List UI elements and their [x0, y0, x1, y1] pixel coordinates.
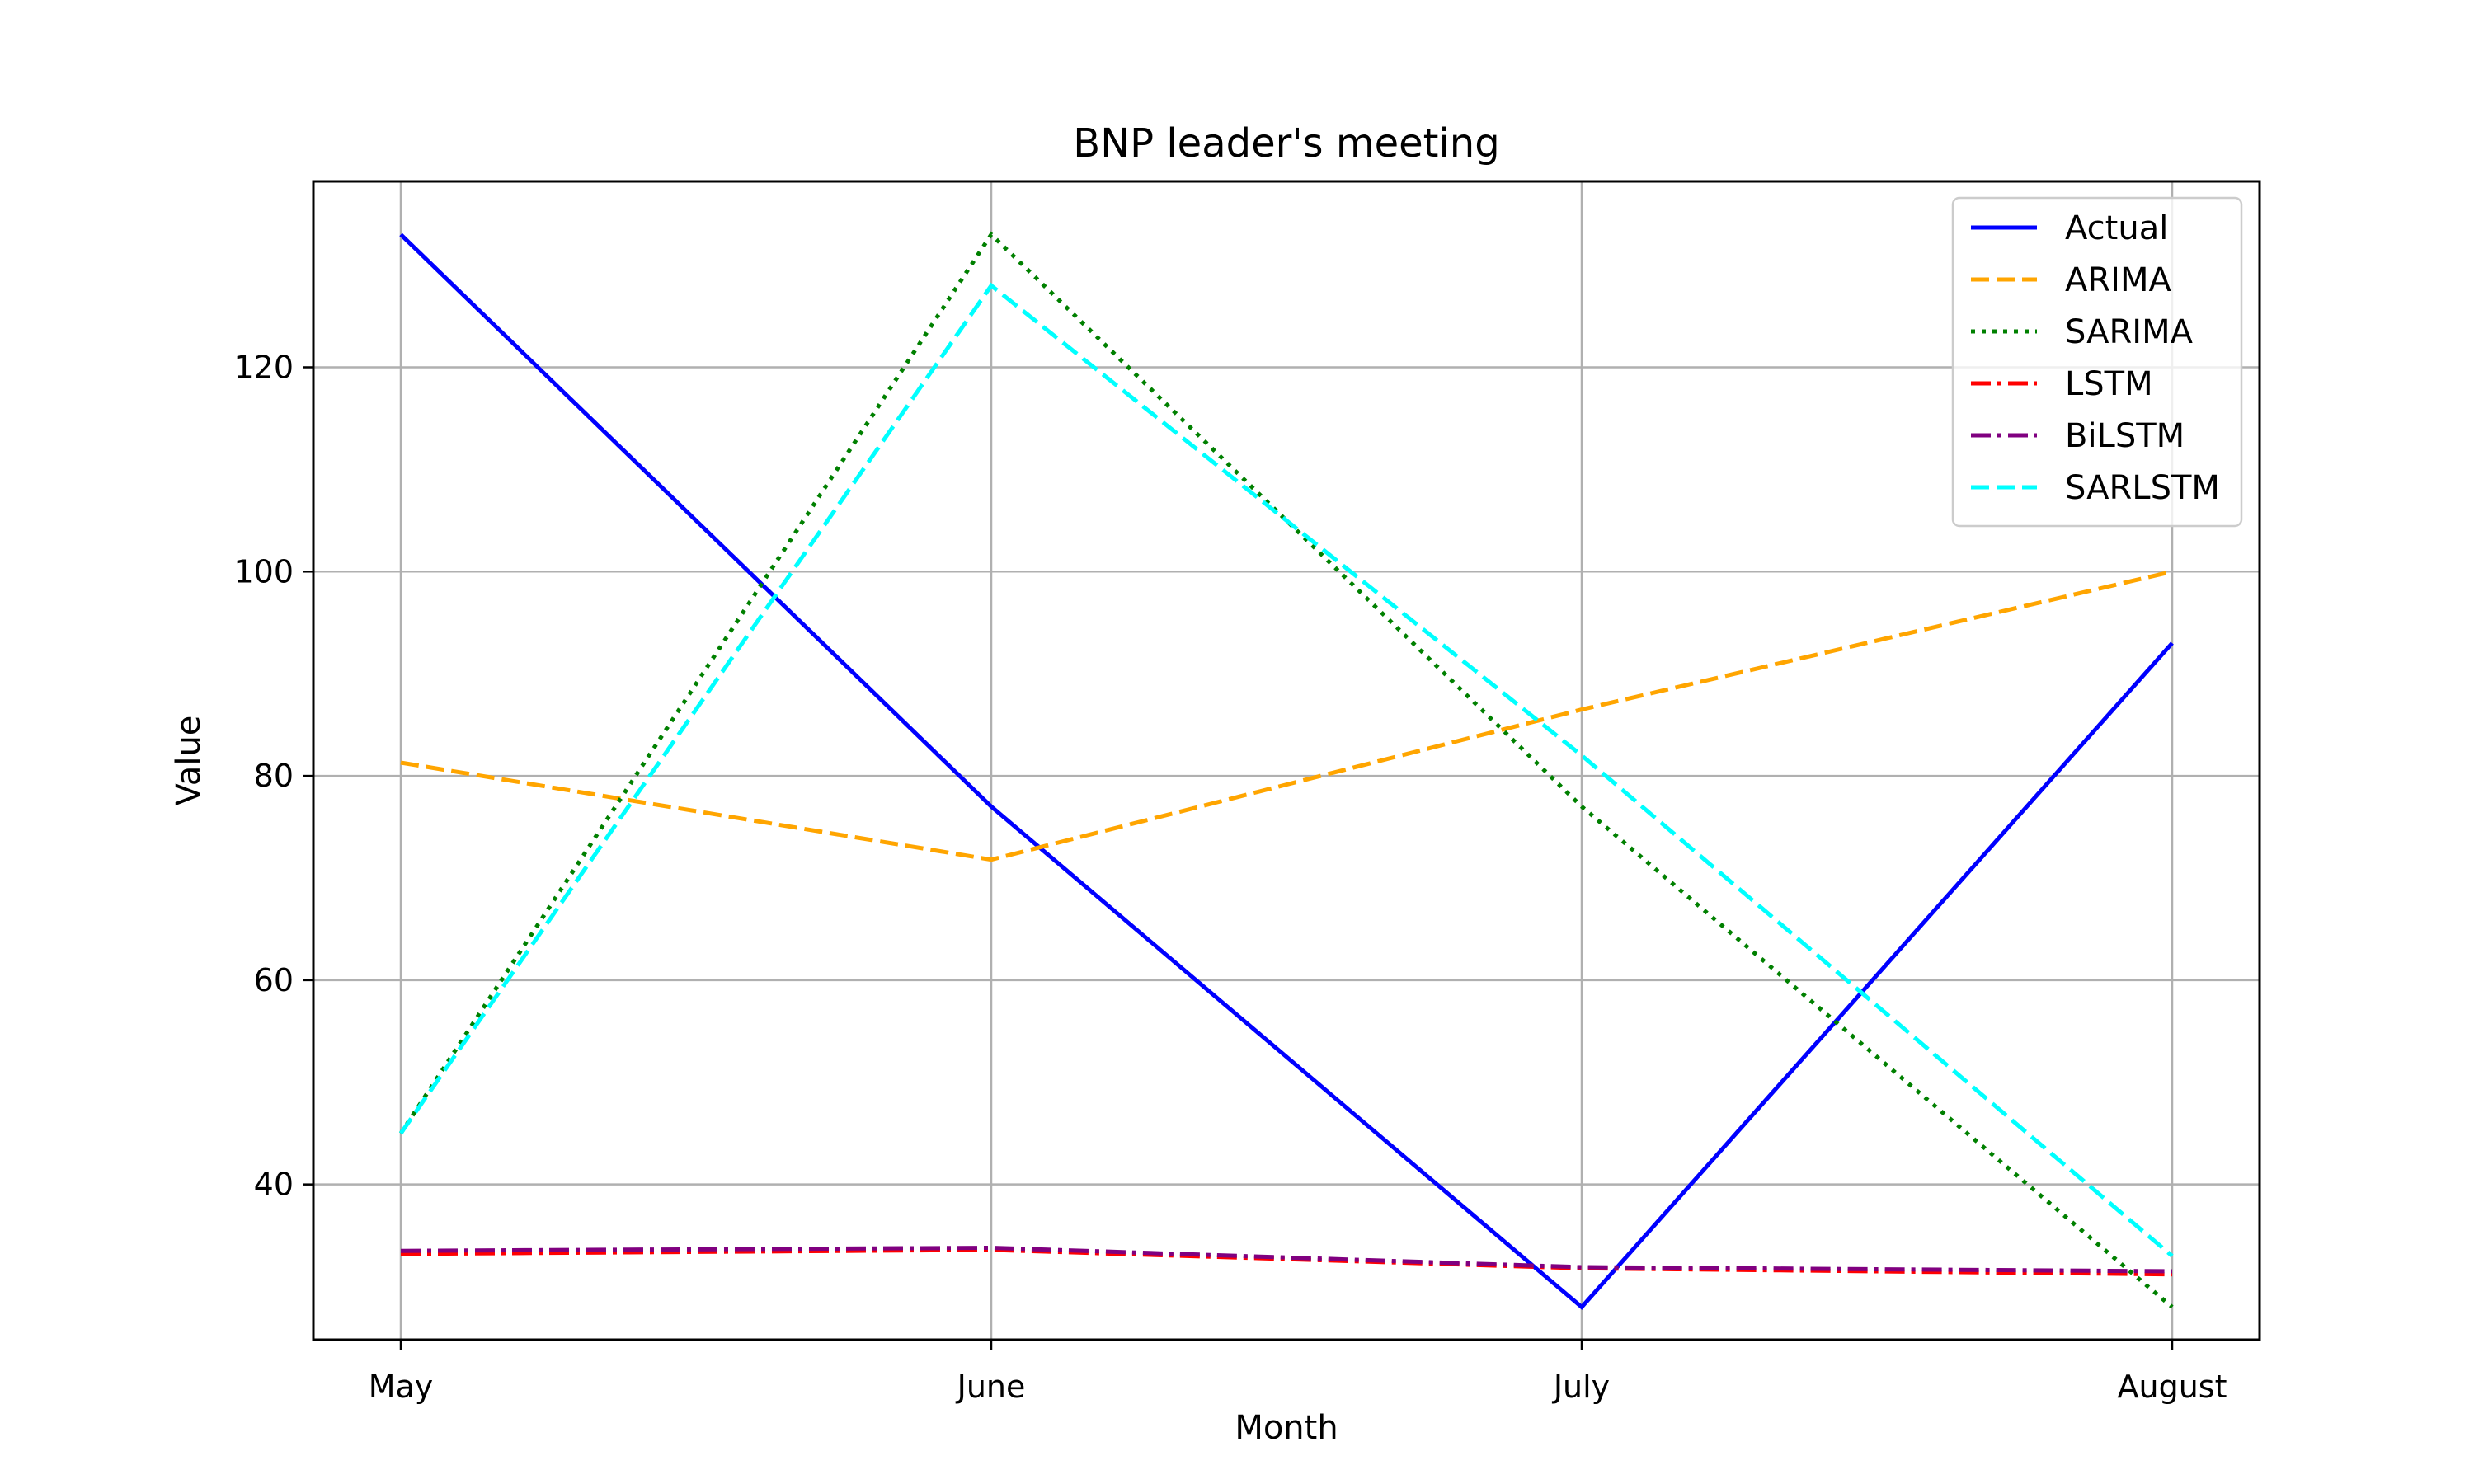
y-tick-label: 40 [254, 1167, 294, 1203]
series-line-sarima [398, 231, 2174, 1309]
y-tick-label: 60 [254, 962, 294, 998]
legend-label-actual: Actual [2065, 209, 2168, 247]
series-line-bilstm [400, 1245, 2173, 1274]
grid [313, 181, 2260, 1340]
x-tick-label: August [2118, 1369, 2227, 1405]
plot-frame [312, 180, 2261, 1341]
legend: Actual ARIMA SARIMA LSTM BiLSTM SARLSTM [1951, 196, 2243, 528]
y-tick-label: 120 [233, 349, 294, 385]
x-tick-label: July [1552, 1369, 1610, 1405]
x-tick-label: June [956, 1369, 1026, 1405]
series-lines [398, 231, 2174, 1310]
legend-label-arima: ARIMA [2065, 261, 2171, 299]
series-line-sarlstm [398, 282, 2174, 1258]
y-tick-label: 80 [254, 758, 294, 794]
legend-label-lstm: LSTM [2065, 365, 2153, 403]
y-axis-label: Value [170, 716, 208, 806]
series-line-arima [400, 569, 2173, 862]
legend-label-sarima: SARIMA [2065, 313, 2194, 351]
legend-label-sarlstm: SARLSTM [2065, 469, 2220, 507]
x-axis-label: Month [1235, 1409, 1338, 1447]
legend-label-bilstm: BiLSTM [2065, 417, 2185, 455]
y-tick-label: 100 [233, 553, 294, 589]
chart-title: BNP leader's meeting [1073, 120, 1499, 167]
series-line-actual [399, 232, 2174, 1310]
x-axis-ticks: May June July August [369, 1340, 2227, 1405]
x-tick-label: May [369, 1369, 434, 1405]
y-axis-ticks: 40 60 80 100 120 [233, 349, 313, 1203]
series-line-lstm [400, 1247, 2173, 1277]
